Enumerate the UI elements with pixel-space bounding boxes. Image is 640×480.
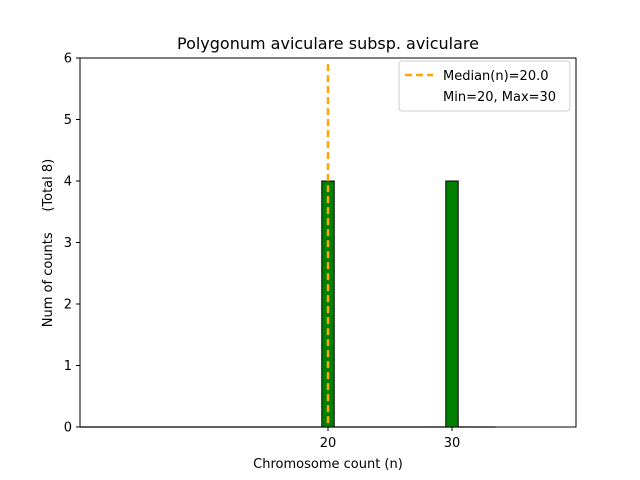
y-tick-label: 5 [64,113,72,128]
x-tick-label: 20 [320,436,337,451]
y-tick-label: 2 [64,298,72,313]
legend-range-label: Min=20, Max=30 [443,90,556,105]
x-axis-label: Chromosome count (n) [253,457,403,472]
x-tick-label: 30 [444,436,461,451]
legend-box [398,60,571,112]
plot-area: 0 1 2 3 4 5 6 20 30 [64,52,577,451]
legend-median-label: Median(n)=20.0 [443,69,549,84]
y-tick-label: 0 [64,421,72,436]
y-tick-label: 3 [64,236,72,251]
y-tick-label: 1 [64,359,72,374]
y-axis-label: Num of counts (Total 8) [41,159,56,327]
y-tick-label: 6 [64,52,72,67]
y-tick-label: 4 [64,175,72,190]
bar-30 [445,180,459,428]
chart-title: Polygonum aviculare subsp. aviculare [177,34,479,53]
legend: Median(n)=20.0 Min=20, Max=30 [398,60,571,112]
